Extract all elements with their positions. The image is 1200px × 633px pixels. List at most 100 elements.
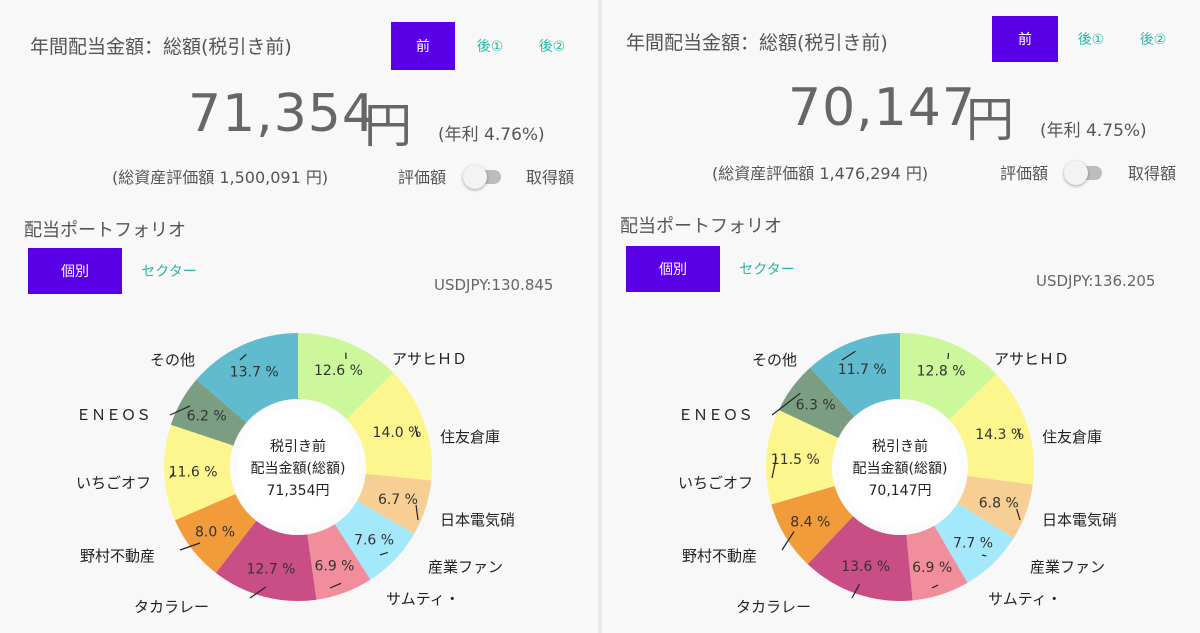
leader-line	[169, 405, 191, 416]
slice-value-label: 13.7 %	[230, 365, 279, 381]
leader-line	[179, 542, 201, 551]
leader-line	[1016, 508, 1021, 521]
slice-value-label: 11.6 %	[169, 465, 218, 481]
leader-line	[169, 472, 175, 479]
slice-category-label: アサヒＨＤ	[392, 350, 467, 368]
leader-line	[947, 352, 950, 360]
portfolio-donut-chart: 12.8 % アサヒＨＤ 14.3 % 住友倉庫 6.8 % 日本電気硝 7.7 % 産業ファ…	[678, 333, 1117, 616]
slice-value-label: 11.7 %	[838, 362, 887, 378]
tab-tax-after-1[interactable]: 後①	[1077, 32, 1105, 48]
dividend-amount: 71,354	[188, 84, 376, 144]
leader-line	[781, 531, 795, 551]
leader-line	[931, 584, 939, 589]
tab-individual[interactable]: 個別	[28, 248, 122, 294]
slice-category-label: タカラレー	[134, 598, 209, 616]
leader-line	[851, 583, 860, 599]
donut-slice[interactable]	[175, 494, 257, 573]
leader-line	[1017, 428, 1021, 438]
dividend-panel-left: 年間配当金額：総額(税引き前) 前 後① 後② 71,354 円 (年利 4.7…	[0, 0, 598, 633]
dividend-title: 年間配当金額：総額(税引き前)	[626, 32, 888, 54]
donut-slice[interactable]	[298, 333, 394, 420]
donut-slice[interactable]	[346, 372, 433, 481]
donut-hole	[840, 407, 960, 527]
leader-line	[414, 425, 419, 438]
slice-value-label: 6.9 %	[314, 558, 354, 574]
fx-rate: USDJPY:136.205	[1036, 272, 1156, 290]
slice-category-label: ＥＮＥＯＳ	[678, 406, 753, 424]
donut-slice[interactable]	[766, 409, 839, 505]
donut-slice[interactable]	[948, 374, 1034, 485]
valuation-toggle[interactable]	[1064, 161, 1102, 185]
donut-slice[interactable]	[215, 520, 317, 601]
slice-value-label: 11.5 %	[771, 452, 820, 468]
slice-category-label: 住友倉庫	[1042, 428, 1102, 446]
slice-value-label: 13.6 %	[841, 559, 890, 575]
leader-line	[329, 582, 342, 589]
tab-tax-after-1[interactable]: 後①	[476, 39, 504, 55]
slice-category-label: サムティ・	[988, 590, 1062, 608]
donut-slice[interactable]	[163, 424, 236, 521]
leader-line	[841, 350, 856, 361]
slice-category-label: タカラレー	[736, 598, 811, 616]
donut-center-text: 70,147円	[869, 483, 932, 499]
slice-value-label: 12.7 %	[246, 561, 295, 577]
donut-slice[interactable]	[778, 367, 855, 439]
tab-sector[interactable]: セクター	[141, 264, 197, 280]
donut-hole	[238, 407, 358, 527]
tab-tax-after-2[interactable]: 後②	[538, 39, 566, 55]
donut-slice[interactable]	[934, 503, 1014, 583]
toggle-label-valuation: 評価額	[398, 168, 447, 187]
annual-rate: (年利 4.76%)	[438, 125, 545, 145]
donut-center-text: 71,354円	[267, 483, 330, 499]
donut-slice[interactable]	[810, 333, 900, 417]
slice-value-label: 8.0 %	[195, 524, 235, 540]
currency-unit: 円	[966, 92, 1015, 148]
slice-value-label: 8.4 %	[790, 515, 830, 531]
donut-slice[interactable]	[906, 525, 968, 601]
slice-value-label: 6.8 %	[979, 496, 1019, 512]
donut-slice[interactable]	[771, 485, 854, 565]
slice-category-label: 住友倉庫	[440, 428, 500, 446]
leader-line	[415, 504, 419, 521]
total-assets: (総資産評価額 1,476,294 円)	[712, 164, 929, 183]
annual-rate: (年利 4.75%)	[1040, 121, 1147, 141]
slice-category-label: ＥＮＥＯＳ	[76, 406, 151, 424]
slice-value-label: 7.6 %	[354, 532, 394, 548]
dividend-panel-right: 年間配当金額：総額(税引き前) 前 後① 後② 70,147 円 (年利 4.7…	[602, 0, 1200, 633]
slice-value-label: 6.2 %	[187, 408, 227, 424]
slice-value-label: 12.6 %	[314, 363, 363, 379]
slice-category-label: 産業ファン	[1030, 558, 1105, 576]
fx-rate: USDJPY:130.845	[434, 276, 554, 294]
slice-category-label: 野村不動産	[80, 547, 155, 565]
donut-slice[interactable]	[196, 333, 298, 423]
slice-category-label: いちごオフ	[76, 474, 151, 492]
donut-slice[interactable]	[334, 500, 415, 580]
toggle-label-acquisition: 取得額	[1128, 164, 1177, 183]
donut-slice[interactable]	[356, 473, 432, 534]
slice-value-label: 7.7 %	[953, 535, 993, 551]
tab-individual[interactable]: 個別	[626, 246, 720, 292]
tab-tax-after-2[interactable]: 後②	[1139, 32, 1167, 48]
tab-sector[interactable]: セクター	[739, 262, 795, 278]
leader-line	[771, 392, 801, 416]
tab-tax-before[interactable]: 前	[992, 16, 1058, 62]
leader-line	[239, 353, 247, 361]
portfolio-title: 配当ポートフォリオ	[620, 216, 782, 237]
leader-line	[379, 551, 389, 556]
slice-value-label: 12.8 %	[917, 363, 966, 379]
dividend-title: 年間配当金額：総額(税引き前)	[30, 36, 292, 58]
donut-slice[interactable]	[170, 379, 247, 446]
donut-slice[interactable]	[807, 516, 913, 601]
tab-tax-before[interactable]: 前	[391, 22, 455, 70]
slice-category-label: 野村不動産	[682, 547, 757, 565]
slice-value-label: 14.3 %	[975, 427, 1024, 443]
toggle-label-acquisition: 取得額	[526, 168, 575, 187]
slice-value-label: 6.9 %	[912, 560, 952, 576]
slice-category-label: サムティ・	[386, 590, 460, 608]
leader-line	[249, 586, 267, 599]
valuation-toggle[interactable]	[463, 165, 501, 189]
donut-slice[interactable]	[307, 524, 371, 600]
donut-slice[interactable]	[957, 475, 1033, 539]
donut-center-text: 税引き前	[270, 438, 326, 455]
donut-slice[interactable]	[900, 333, 997, 420]
